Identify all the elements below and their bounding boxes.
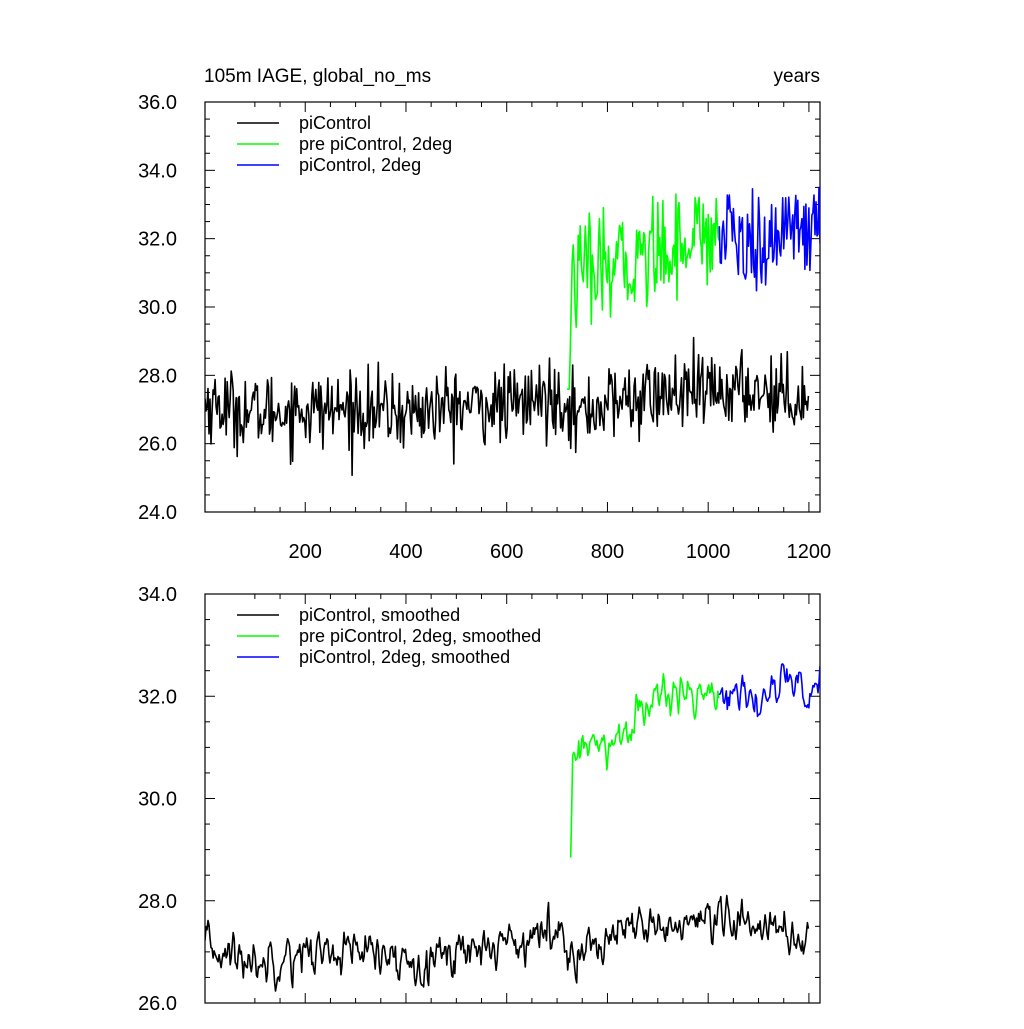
legend-label-2: pre piControl, 2deg, smoothed [299,626,541,646]
series-line-1 [205,336,810,477]
x-tick-label: 400 [389,541,422,563]
y-tick-label: 26.0 [138,434,177,456]
y-tick-label: 36.0 [138,92,177,114]
y-tick-label: 32.0 [138,686,177,708]
plot-frame [204,101,821,513]
legend-label-2: pre piControl, 2deg [299,134,452,154]
legend-label-1: piControl, smoothed [299,605,460,625]
x-units-label: years [774,66,820,87]
series-line-3 [718,663,820,718]
series-line-2 [569,673,720,858]
x-tick-label: 600 [490,541,523,563]
series-line-3 [718,186,820,292]
legend-label-3: piControl, 2deg, smoothed [299,647,510,667]
y-tick-label: 28.0 [138,891,177,913]
legend-label-1: piControl [299,113,371,133]
series-line-1 [205,894,810,992]
y-tick-label: 26.0 [138,993,177,1015]
plot-frame [204,593,821,1004]
chart-panel-1: 200 400 600 800 1000 1200 24.0 26.0 28.0 30.0 32.0… [138,92,831,563]
series-line-2 [567,193,721,391]
y-tick-label: 28.0 [138,365,177,387]
y-tick-label: 30.0 [138,789,177,811]
y-tick-label: 34.0 [138,584,177,606]
x-tick-label: 1000 [686,541,731,563]
y-tick-label: 30.0 [138,297,177,319]
y-tick-label: 24.0 [138,502,177,524]
x-tick-label: 200 [289,541,322,563]
x-tick-label: 1200 [787,541,832,563]
legend-label-3: piControl, 2deg [299,155,421,175]
x-tick-label: 800 [591,541,624,563]
y-tick-label: 34.0 [138,160,177,182]
chart-title: 105m IAGE, global_no_ms [204,66,431,87]
y-tick-label: 32.0 [138,229,177,251]
